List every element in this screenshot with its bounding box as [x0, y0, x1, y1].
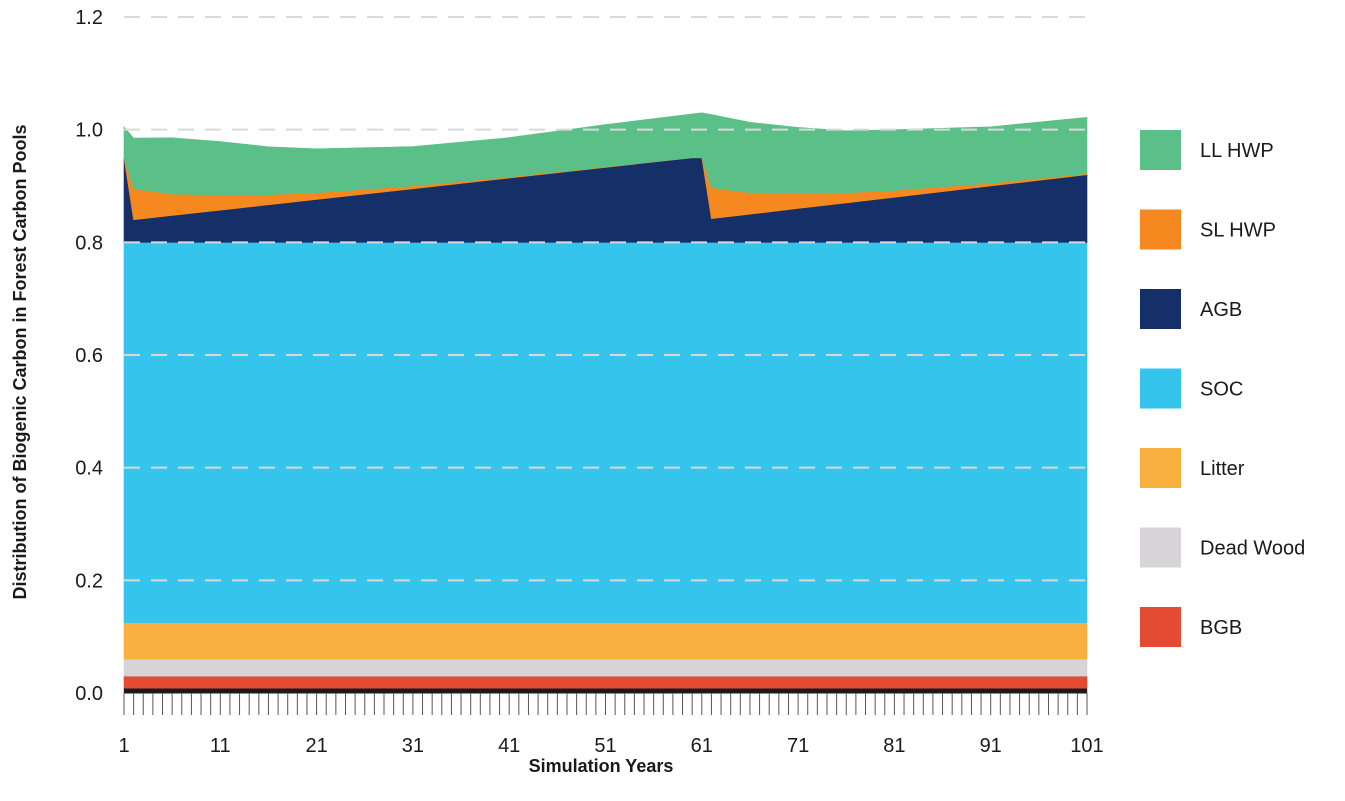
x-tick-label: 51: [594, 735, 616, 757]
y-tick-label: 0.8: [75, 232, 103, 254]
legend-swatch: [1140, 368, 1181, 409]
legend-item-litter: Litter: [1140, 448, 1245, 488]
x-tick-label: 31: [402, 735, 424, 757]
legend-item-ll-hwp: LL HWP: [1140, 130, 1274, 170]
legend-item-sl-hwp: SL HWP: [1140, 209, 1276, 250]
legend-label: SOC: [1200, 379, 1243, 401]
legend-label: AGB: [1200, 299, 1242, 321]
y-tick-label: 0.0: [75, 683, 103, 705]
x-tick-label: 1: [118, 735, 129, 757]
legend-label: Litter: [1200, 458, 1245, 480]
x-tick-label: 91: [980, 735, 1002, 757]
area-soc: [123, 242, 1088, 623]
legend-item-agb: AGB: [1140, 289, 1242, 329]
legend-swatch: [1140, 448, 1181, 488]
legend-label: Dead Wood: [1200, 538, 1305, 560]
y-tick-label: 0.4: [75, 458, 103, 480]
legend-item-bgb: BGB: [1140, 607, 1242, 647]
legend-swatch: [1140, 289, 1181, 329]
y-tick-label: 0.6: [75, 345, 103, 367]
legend: LL HWP SL HWP AGB SOC Litter Dead Wood BGB: [1140, 130, 1305, 647]
area-dead-wood: [123, 658, 1088, 677]
x-axis-title: Simulation Years: [529, 756, 674, 776]
x-tick-label: 71: [787, 735, 809, 757]
legend-label: LL HWP: [1200, 140, 1274, 162]
legend-item-soc: SOC: [1140, 368, 1243, 409]
legend-item-dead-wood: Dead Wood: [1140, 527, 1305, 568]
axis-layer: 0.00.20.40.60.81.01.21 11 21 31 41 51 61 71 81 91…: [75, 7, 1104, 757]
legend-swatch: [1140, 209, 1181, 250]
area-layer: [123, 112, 1088, 694]
y-tick-label: 0.2: [75, 570, 103, 592]
x-tick-label: 101: [1070, 735, 1103, 757]
legend-swatch: [1140, 607, 1181, 647]
y-tick-label: 1.0: [75, 120, 103, 142]
legend-label: SL HWP: [1200, 220, 1276, 242]
x-tick-label: 21: [305, 735, 327, 757]
x-tick-label: 61: [691, 735, 713, 757]
area-litter: [123, 622, 1088, 660]
y-tick-label: 1.2: [75, 7, 103, 29]
legend-swatch: [1140, 130, 1181, 170]
legend-label: BGB: [1200, 617, 1242, 639]
x-tick-label: 41: [498, 735, 520, 757]
legend-swatch: [1140, 527, 1181, 568]
y-axis-title: Distribution of Biogenic Carbon in Fores…: [10, 124, 30, 599]
x-tick-label: 11: [210, 735, 231, 757]
area-ll-hwp: [123, 112, 1088, 196]
x-tick-label: 81: [883, 735, 905, 757]
